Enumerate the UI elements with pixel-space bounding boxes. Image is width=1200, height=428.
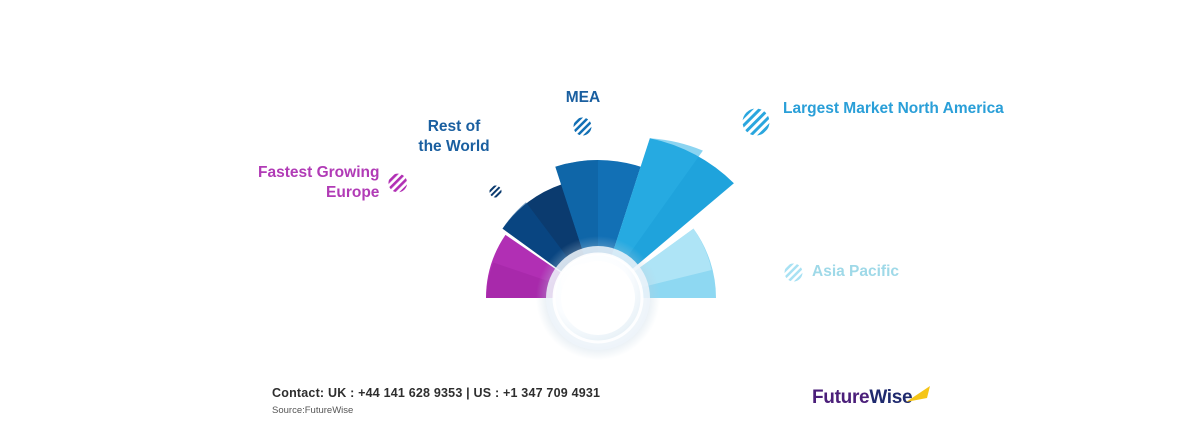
hatched-circle-marker-mea xyxy=(573,117,592,136)
footer-source: Source:FutureWise xyxy=(272,405,354,416)
logo-word-future: Future xyxy=(812,387,870,408)
hatched-circle-marker-rest-of-the-world xyxy=(489,185,502,198)
logo-word-wise: Wise xyxy=(869,387,913,408)
label-europe-name: Europe xyxy=(326,183,380,201)
rose-chart xyxy=(398,88,798,368)
label-na-prefix: Largest Market xyxy=(783,100,894,117)
logo-swoosh-icon xyxy=(906,386,930,402)
label-europe-prefix: Fastest Growing xyxy=(258,164,380,181)
rose-chart-svg xyxy=(486,138,734,360)
chart-center-hub xyxy=(536,236,660,360)
futurewise-logo[interactable]: FutureWise xyxy=(812,385,932,419)
label-ap-name: Asia Pacific xyxy=(812,263,900,280)
label-asia-pacific[interactable]: Asia Pacific xyxy=(812,263,899,281)
hatched-circle-marker-north-america xyxy=(742,108,770,136)
label-mea[interactable]: MEA xyxy=(540,89,626,107)
label-north-america[interactable]: Largest Market North America xyxy=(783,96,1004,122)
label-europe[interactable]: Fastest Growing Europe xyxy=(258,163,408,203)
hatched-circle-marker-asia-pacific xyxy=(784,263,803,282)
label-rotw-line2: World xyxy=(445,138,490,156)
footer-contact: Contact: UK : +44 141 628 9353 | US : +1… xyxy=(272,386,601,400)
logo-wordmark: FutureWise xyxy=(812,387,913,409)
label-rotw-line1: Rest of the xyxy=(418,118,481,156)
label-mea-name: MEA xyxy=(565,89,601,106)
label-rest-of-the-world[interactable]: Rest of the World xyxy=(418,117,490,157)
label-na-name: North America xyxy=(897,100,1004,117)
hatched-circle-marker-europe xyxy=(388,173,408,193)
